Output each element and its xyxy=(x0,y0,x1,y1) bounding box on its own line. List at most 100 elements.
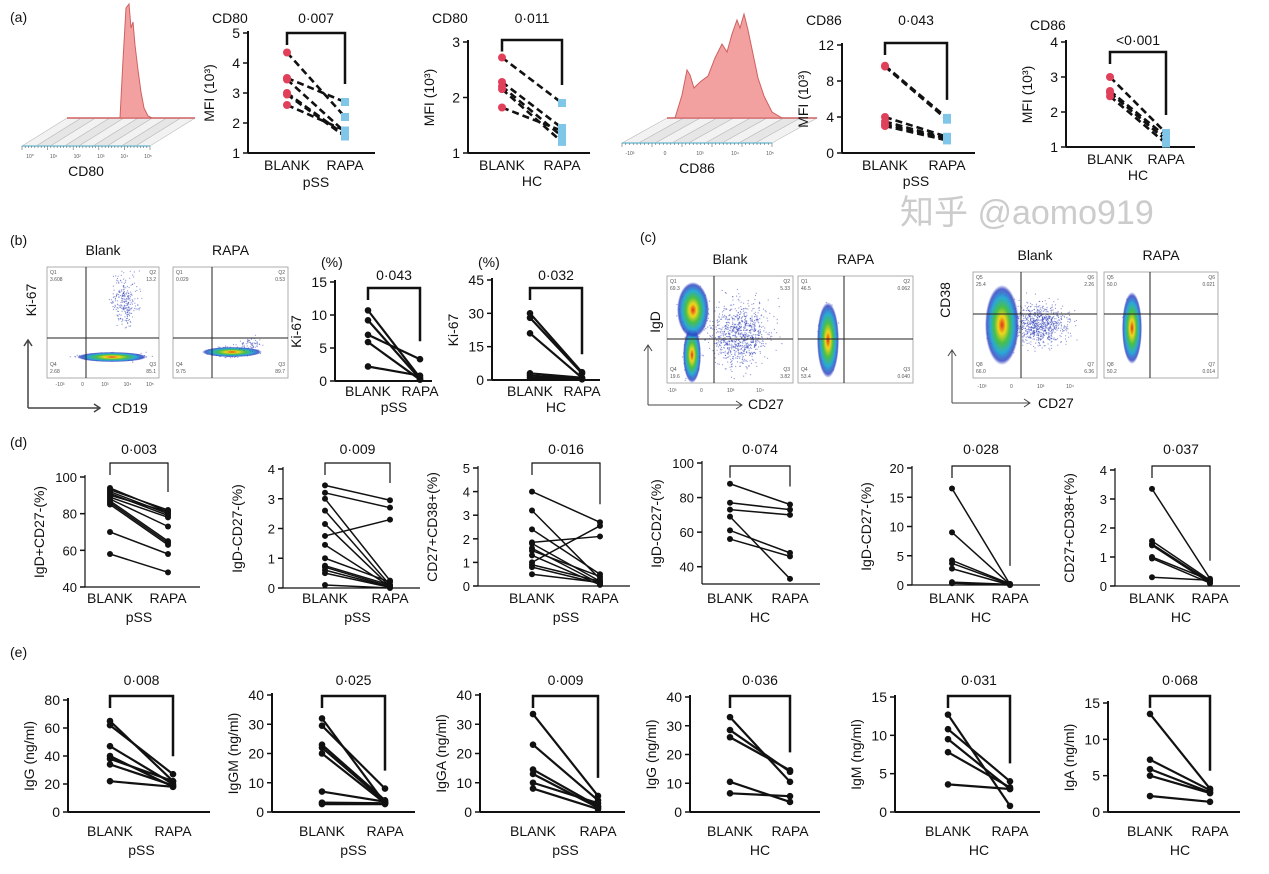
event-dot xyxy=(1030,333,1032,336)
rapa-point xyxy=(597,522,603,529)
event-dot xyxy=(747,334,749,336)
event-dot xyxy=(757,312,759,314)
event-dot xyxy=(759,329,761,331)
event-dot xyxy=(753,307,755,310)
paired-line xyxy=(324,510,391,586)
event-dot xyxy=(1047,319,1049,321)
event-dot xyxy=(128,294,130,297)
event-dot xyxy=(729,333,731,335)
event-dot xyxy=(741,333,743,336)
event-dot xyxy=(762,308,765,310)
event-dot xyxy=(132,361,134,363)
event-dot xyxy=(1029,302,1032,304)
event-dot xyxy=(721,289,723,292)
event-dot xyxy=(747,325,749,327)
group-label: pSS xyxy=(381,399,407,415)
blank-point xyxy=(364,307,372,314)
event-dot xyxy=(250,338,252,340)
event-dot xyxy=(1047,327,1049,329)
event-dot xyxy=(1029,323,1031,325)
event-dot xyxy=(718,327,720,329)
event-dot xyxy=(741,336,744,338)
event-dot xyxy=(123,292,125,294)
p-value: 0·003 xyxy=(121,441,157,457)
event-dot xyxy=(731,348,733,350)
event-dot xyxy=(737,351,740,353)
event-dot xyxy=(1025,310,1028,312)
event-dot xyxy=(715,328,718,330)
paired-line xyxy=(109,490,169,515)
rapa-point xyxy=(558,126,566,135)
event-dot xyxy=(1049,315,1051,317)
paired-line xyxy=(109,498,169,528)
event-dot xyxy=(739,321,741,324)
rapa-point xyxy=(1207,577,1213,584)
event-dot xyxy=(1041,347,1043,349)
event-dot xyxy=(1036,307,1038,309)
event-dot xyxy=(729,355,731,357)
axis-arrows xyxy=(643,344,743,410)
y-axis-label: IgD-CD27-(%) xyxy=(858,482,874,571)
event-dot xyxy=(726,323,728,326)
event-dot xyxy=(1036,326,1038,328)
significance-bracket xyxy=(531,694,600,778)
event-dot xyxy=(1022,315,1024,317)
event-dot xyxy=(125,302,127,304)
blank-point xyxy=(529,552,535,559)
blank-point xyxy=(318,715,326,722)
event-dot xyxy=(118,313,120,315)
event-dot xyxy=(120,307,122,309)
paired-line xyxy=(109,489,169,511)
event-dot xyxy=(122,285,125,287)
unit-label: (%) xyxy=(478,254,500,270)
event-dot xyxy=(1053,316,1055,318)
event-dot xyxy=(1041,300,1044,303)
event-dot xyxy=(121,295,123,297)
event-dot xyxy=(1025,317,1027,320)
event-dot xyxy=(1021,328,1023,330)
event-dot xyxy=(741,316,743,319)
blank-point xyxy=(529,710,537,718)
event-dot xyxy=(254,339,256,341)
event-dot xyxy=(758,309,760,311)
event-dot xyxy=(116,300,118,302)
event-dot xyxy=(136,286,138,288)
p-value: 0·007 xyxy=(298,10,334,26)
event-dot xyxy=(225,357,227,359)
event-dot xyxy=(728,350,730,352)
event-dot xyxy=(116,277,119,280)
rapa-point xyxy=(387,504,393,511)
event-dot xyxy=(1054,338,1056,341)
event-dot xyxy=(1048,317,1051,319)
panel-label-e: (e) xyxy=(10,644,27,660)
event-dot xyxy=(712,350,714,352)
event-dot xyxy=(1045,309,1047,311)
event-dot xyxy=(127,304,129,306)
event-dot xyxy=(750,320,752,322)
event-dot xyxy=(1022,333,1024,335)
event-dot xyxy=(738,307,740,309)
event-dot xyxy=(737,318,739,320)
event-dot xyxy=(781,343,783,345)
event-dot xyxy=(753,321,755,323)
event-dot xyxy=(1024,327,1026,329)
event-dot xyxy=(736,357,739,359)
event-dot xyxy=(757,331,760,333)
event-dot xyxy=(757,339,759,341)
event-dot xyxy=(247,347,249,349)
event-dot xyxy=(739,310,742,312)
event-dot xyxy=(1037,345,1039,347)
event-dot xyxy=(123,278,125,280)
event-dot xyxy=(1032,338,1034,340)
event-dot xyxy=(127,294,129,296)
x-category-label: RAPA xyxy=(149,590,187,606)
event-dot xyxy=(733,315,735,317)
histogram-tick-label: 0 xyxy=(664,151,667,157)
event-dot xyxy=(751,310,753,312)
event-dot xyxy=(1067,328,1069,330)
paired-line xyxy=(109,763,174,787)
event-dot xyxy=(734,319,736,321)
rapa-point xyxy=(169,770,177,778)
